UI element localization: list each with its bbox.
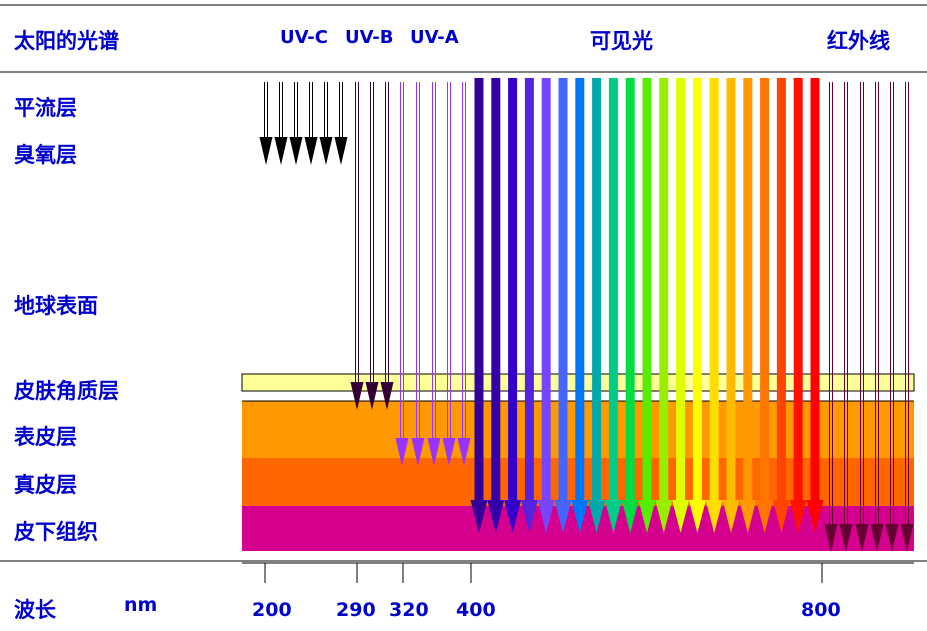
band-label-uva: UV-A: [410, 27, 459, 48]
axis-tick-label-800: 800: [801, 599, 841, 621]
visible-arrow-15-shaft: [709, 78, 719, 500]
visible-arrow-7-head: [571, 500, 589, 533]
uvb-arrow-1-head: [350, 382, 364, 410]
visible-arrow-4-head: [520, 500, 538, 533]
infrared-arrow-6-head: [900, 524, 914, 552]
visible-arrow-12-shaft: [659, 78, 669, 500]
uva-arrow-4-head: [442, 438, 456, 466]
visible-arrow-17-head: [739, 500, 757, 533]
visible-arrow-18-shaft: [760, 78, 770, 500]
visible-arrow-14-head: [688, 500, 706, 533]
visible-arrow-20-head: [789, 500, 807, 533]
visible-arrow-11-shaft: [642, 78, 652, 500]
visible-arrow-8-shaft: [592, 78, 602, 500]
visible-arrow-5-head: [537, 500, 555, 533]
visible-arrow-10-head: [621, 500, 639, 533]
visible-arrow-14-shaft: [692, 78, 702, 500]
uvb-arrow-2-head: [365, 382, 379, 410]
visible-arrow-20-shaft: [793, 78, 803, 500]
visible-arrow-9-shaft: [608, 78, 618, 500]
visible-arrow-21-head: [806, 500, 824, 533]
layer-label-ozone: 臭氧层: [14, 143, 77, 167]
uva-arrow-3-head: [427, 438, 441, 466]
uva-arrow-2-head: [411, 438, 425, 466]
uva-arrow-1-head: [395, 438, 409, 466]
uvc-arrow-6-head: [334, 137, 348, 165]
visible-arrow-2-shaft: [491, 78, 501, 500]
visible-arrow-1-shaft: [474, 78, 484, 500]
uvb-arrow-3-head: [380, 382, 394, 410]
axis-tick-label-290: 290: [336, 599, 376, 621]
uvc-arrow-1-head: [259, 137, 273, 165]
layer-label-stratosphere: 平流层: [14, 96, 77, 120]
visible-arrow-12-head: [655, 500, 673, 533]
infrared-arrow-4-head: [870, 524, 884, 552]
visible-arrow-6-head: [554, 500, 572, 533]
visible-arrow-4-shaft: [524, 78, 534, 500]
layer-label-epidermis: 表皮层: [14, 425, 77, 449]
visible-arrow-18-head: [756, 500, 774, 533]
visible-arrow-9-head: [604, 500, 622, 533]
uvc-arrow-3-head: [289, 137, 303, 165]
axis-tick-label-320: 320: [389, 599, 429, 621]
visible-arrow-7-shaft: [575, 78, 585, 500]
visible-arrow-16-shaft: [726, 78, 736, 500]
visible-arrow-19-head: [772, 500, 790, 533]
layer-label-stratum-corneum: 皮肤角质层: [14, 379, 119, 403]
visible-arrow-6-shaft: [558, 78, 568, 500]
visible-arrow-13-shaft: [676, 78, 686, 500]
uva-arrow-5-head: [457, 438, 471, 466]
uvc-arrow-2-head: [274, 137, 288, 165]
band-label-infrared: 红外线: [827, 29, 890, 53]
axis-unit: nm: [124, 594, 158, 616]
visible-arrow-3-shaft: [508, 78, 518, 500]
visible-arrow-11-head: [638, 500, 656, 533]
diagram-title: 太阳的光谱: [14, 29, 119, 53]
infrared-arrow-5-head: [885, 524, 899, 552]
layer-label-subcutis: 皮下组织: [14, 520, 98, 544]
visible-arrow-15-head: [705, 500, 723, 533]
infrared-arrow-2-head: [839, 524, 853, 552]
axis-tick-label-400: 400: [456, 599, 496, 621]
layer-label-earth-surface: 地球表面: [14, 294, 98, 318]
axis-tick-label-200: 200: [252, 599, 292, 621]
band-label-visible: 可见光: [590, 29, 653, 53]
visible-arrow-21-shaft: [810, 78, 820, 500]
visible-arrow-5-shaft: [541, 78, 551, 500]
uvc-arrow-5-head: [319, 137, 333, 165]
band-label-uvb: UV-B: [345, 27, 394, 48]
visible-arrow-2-head: [487, 500, 505, 533]
infrared-arrow-3-head: [855, 524, 869, 552]
visible-arrow-1-head: [470, 500, 488, 533]
layer-label-dermis: 真皮层: [14, 473, 77, 497]
uvc-arrow-4-head: [304, 137, 318, 165]
visible-arrow-8-head: [588, 500, 606, 533]
visible-arrow-19-shaft: [776, 78, 786, 500]
axis-label-wavelength: 波长: [14, 598, 56, 622]
visible-arrow-17-shaft: [743, 78, 753, 500]
band-label-uvc: UV-C: [280, 27, 328, 48]
visible-arrow-16-head: [722, 500, 740, 533]
visible-arrow-10-shaft: [625, 78, 635, 500]
infrared-arrow-1-head: [824, 524, 838, 552]
visible-arrow-13-head: [672, 500, 690, 533]
visible-arrow-3-head: [504, 500, 522, 533]
